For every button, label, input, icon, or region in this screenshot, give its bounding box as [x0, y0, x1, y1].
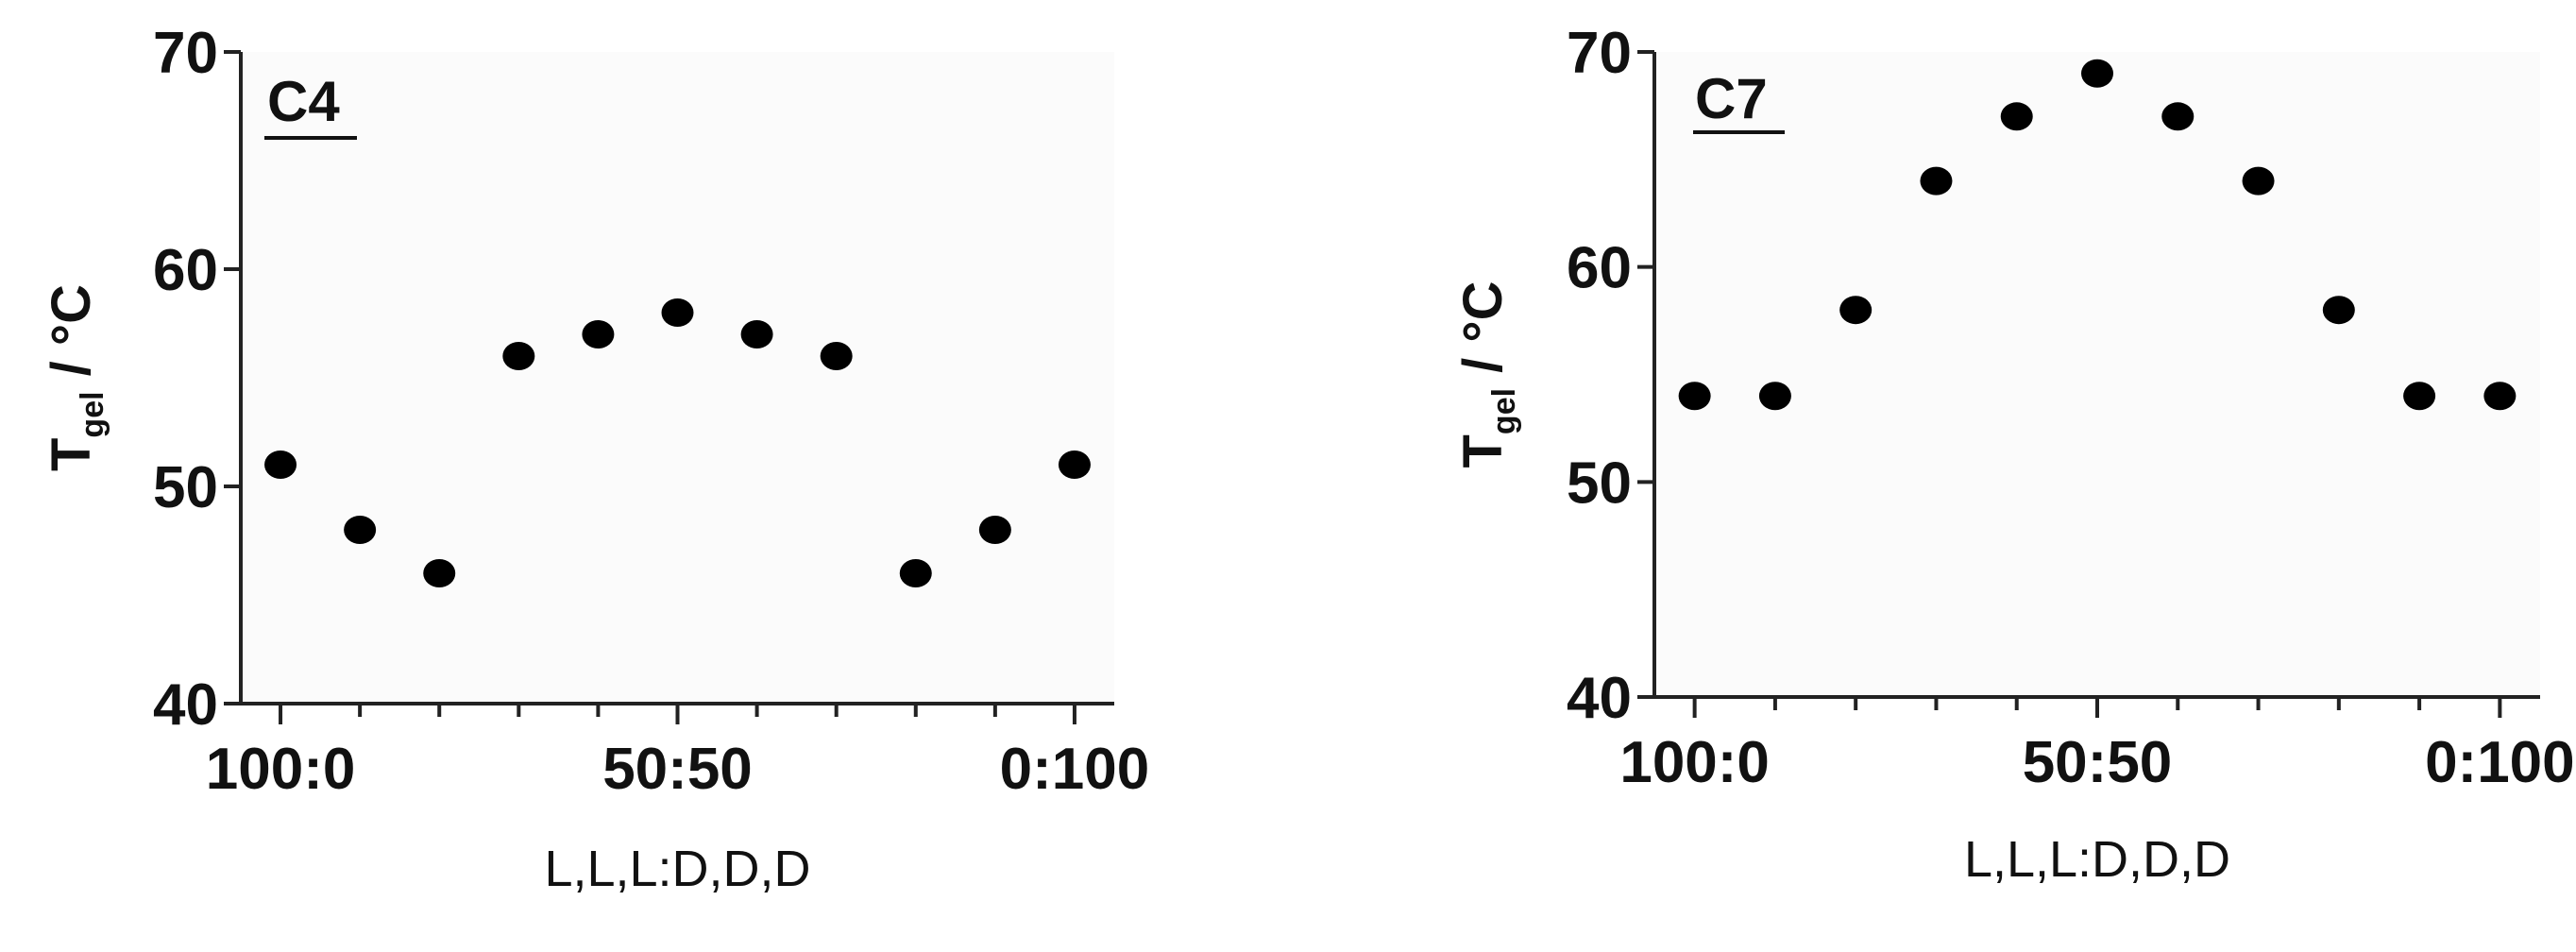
y-tick-label: 60 — [1567, 236, 1632, 301]
plot-area — [1654, 52, 2540, 697]
plot-area — [241, 52, 1114, 704]
x-axis-label: L,L,L:D,D,D — [1964, 831, 2230, 888]
data-point — [1839, 296, 1873, 325]
data-point — [899, 559, 932, 587]
y-axis-label-unit: / °C — [41, 284, 102, 391]
y-tick-label: 50 — [1567, 450, 1632, 516]
data-point — [1920, 166, 1953, 196]
data-point — [2081, 59, 2113, 88]
data-point — [1058, 450, 1091, 479]
x-tick-label: 0:100 — [2425, 730, 2575, 795]
y-tick-label: 40 — [1567, 666, 1632, 731]
data-point — [264, 450, 297, 479]
data-point — [1678, 382, 1711, 411]
data-point — [423, 559, 456, 587]
y-tick-label: 40 — [153, 672, 218, 738]
data-point — [2322, 296, 2355, 325]
x-tick-label: 0:100 — [1000, 737, 1150, 802]
y-axis-label-main: T — [1452, 434, 1514, 468]
data-point — [2403, 382, 2436, 411]
panel-label: C7 — [1695, 67, 1768, 130]
data-point — [502, 342, 535, 370]
y-axis-label: Tgel / °C — [1452, 281, 1522, 468]
y-tick-label: 60 — [153, 238, 218, 303]
x-tick-label: 50:50 — [2023, 730, 2173, 795]
data-point — [740, 320, 773, 348]
y-tick-label: 50 — [153, 455, 218, 520]
y-axis-label-subscript: gel — [75, 391, 110, 437]
panel-c7: 40 50 60 70 100:0 50:50 0:100 C7 L,L,L:D,D,D Tgel… — [1452, 21, 2575, 888]
y-axis-label-unit: / °C — [1452, 281, 1514, 388]
data-point — [582, 320, 615, 348]
y-axis-label: Tgel / °C — [41, 284, 110, 471]
y-tick-label: 70 — [153, 21, 218, 86]
data-point — [978, 516, 1011, 544]
data-point — [820, 342, 853, 370]
y-axis-label-main: T — [41, 438, 102, 471]
y-axis-label-subscript: gel — [1486, 388, 1522, 434]
data-point — [661, 298, 694, 327]
panel-c4: 40 50 60 70 100:0 50:50 0:100 C4 L,L,L:D,D,D Tgel… — [41, 21, 1149, 897]
x-tick-label: 100:0 — [206, 737, 356, 802]
data-point — [344, 516, 377, 544]
data-point — [2242, 166, 2275, 196]
data-point — [2161, 102, 2195, 131]
data-point — [1758, 382, 1791, 411]
y-tick-label: 70 — [1567, 21, 1632, 86]
x-axis-label: L,L,L:D,D,D — [544, 841, 810, 897]
panel-label: C4 — [267, 70, 340, 133]
x-tick-label: 50:50 — [602, 737, 753, 802]
data-point — [2000, 102, 2033, 131]
data-point — [2483, 382, 2517, 411]
x-tick-label: 100:0 — [1619, 730, 1770, 795]
